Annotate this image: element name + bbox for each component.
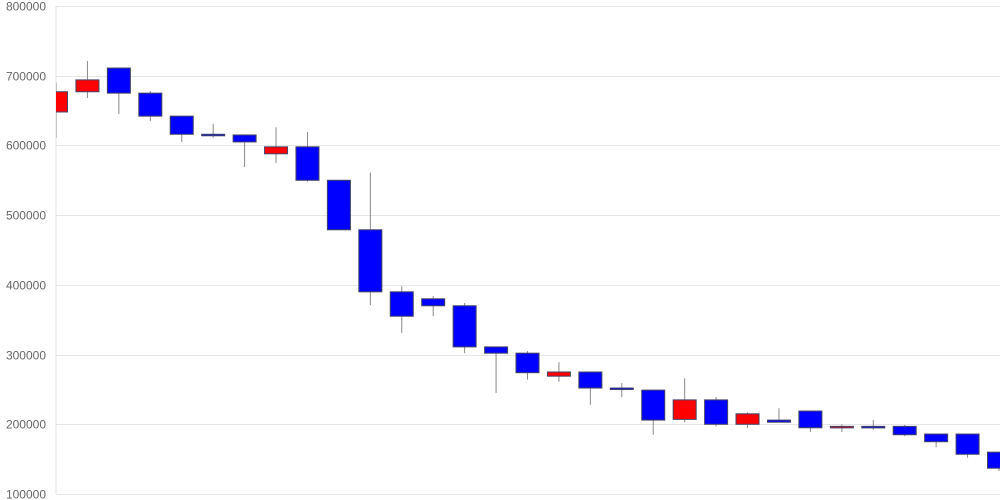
candle xyxy=(578,371,603,405)
y-tick-label: 700000 xyxy=(6,70,46,84)
candle xyxy=(987,451,1000,471)
candle xyxy=(798,410,823,432)
candle xyxy=(515,351,540,380)
candle xyxy=(326,179,351,231)
grid xyxy=(56,6,1000,495)
candle-body xyxy=(641,389,666,421)
candle xyxy=(829,424,854,432)
candle xyxy=(169,115,194,142)
candle xyxy=(766,408,791,423)
candle xyxy=(295,132,320,182)
candle xyxy=(75,61,100,99)
candle-body xyxy=(829,425,854,429)
candle-body xyxy=(452,305,477,348)
candle xyxy=(924,433,949,448)
candle xyxy=(735,412,760,428)
candle-body xyxy=(578,371,603,389)
candle-body xyxy=(326,179,351,231)
candle-body xyxy=(232,134,257,143)
candle xyxy=(484,346,509,393)
y-tick-label: 600000 xyxy=(6,139,46,153)
candle xyxy=(389,286,414,333)
candle-body xyxy=(138,92,163,117)
candle xyxy=(201,123,226,138)
candle xyxy=(358,172,383,306)
candle-body xyxy=(861,425,886,429)
candle-body xyxy=(264,146,289,155)
y-tick-label: 400000 xyxy=(6,279,46,293)
candle xyxy=(892,424,917,437)
candle-body xyxy=(704,399,729,425)
candle-body xyxy=(515,352,540,374)
candle-body xyxy=(892,425,917,436)
candle-body xyxy=(735,413,760,425)
candle xyxy=(421,296,446,317)
candle xyxy=(955,433,980,458)
candle xyxy=(546,362,571,382)
candle-body xyxy=(201,133,226,137)
candle-body xyxy=(766,419,791,423)
y-tick-label: 300000 xyxy=(6,349,46,363)
candle-body xyxy=(358,229,383,293)
candle-body xyxy=(169,115,194,135)
candle-body xyxy=(106,67,131,94)
y-tick-label: 500000 xyxy=(6,209,46,223)
candle-body xyxy=(672,399,697,420)
candle-body xyxy=(924,433,949,443)
candle xyxy=(106,67,131,115)
candle xyxy=(861,420,886,430)
candle-body xyxy=(56,91,68,113)
candle xyxy=(704,397,729,427)
candle-body xyxy=(484,346,509,354)
candle-body xyxy=(798,410,823,429)
y-tick-label: 100000 xyxy=(6,488,46,500)
candle-body xyxy=(609,387,634,391)
candle-body xyxy=(75,79,100,93)
y-axis: 100000 200000 300000 400000 500000 600000 7000… xyxy=(6,0,57,500)
candle-body xyxy=(421,298,446,307)
candle-body xyxy=(955,433,980,455)
candle xyxy=(452,302,477,354)
y-tick-label: 200000 xyxy=(6,418,46,432)
candle-body xyxy=(546,371,571,377)
candle xyxy=(641,389,666,435)
candles xyxy=(56,61,1000,471)
candle xyxy=(232,134,257,168)
candle-body xyxy=(987,451,1000,469)
y-tick-label: 800000 xyxy=(6,0,46,14)
candle xyxy=(609,383,634,398)
candle-body xyxy=(389,291,414,317)
candle xyxy=(138,91,163,122)
candle xyxy=(672,378,697,423)
candle xyxy=(264,127,289,163)
candle xyxy=(56,82,68,138)
candle-body xyxy=(295,146,320,181)
